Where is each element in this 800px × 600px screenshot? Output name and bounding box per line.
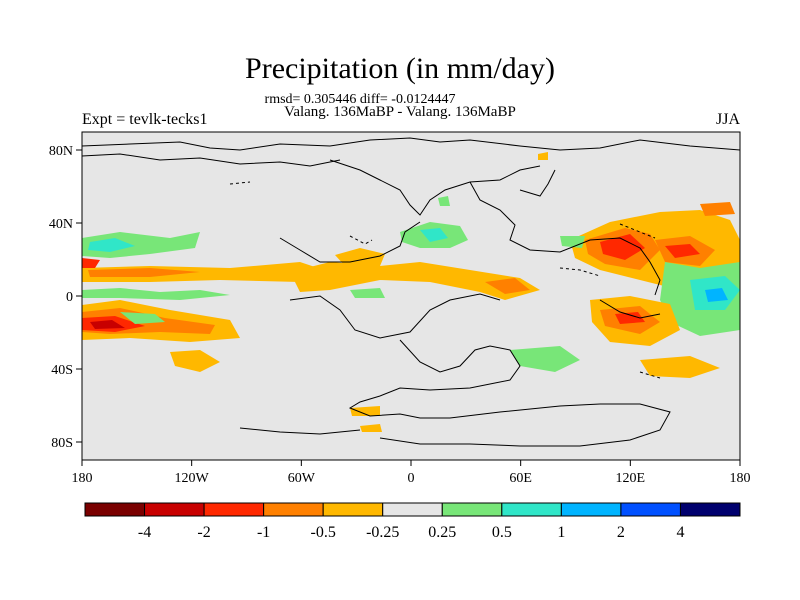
coastline (348, 395, 671, 447)
anomaly-field (82, 152, 740, 432)
x-tick-label: 60E (509, 471, 532, 486)
anomaly-patch (640, 356, 720, 378)
colorbar-label: -0.25 (366, 524, 399, 541)
coastline (379, 339, 521, 397)
coastlines (81, 137, 741, 447)
y-axis: 80N 40N 0 40S 80S (49, 144, 82, 451)
anomaly-patch (700, 202, 735, 216)
x-tick-label: 0 (408, 471, 415, 486)
coastline (81, 153, 341, 167)
stats-line: rmsd= 0.305446 diff= -0.0124447 (264, 92, 456, 107)
colorbar-label: -0.5 (311, 524, 336, 541)
coastline (329, 159, 541, 216)
anomaly-patch (88, 268, 200, 277)
anomaly-patch (665, 244, 700, 258)
colorbar-label: -4 (138, 524, 151, 541)
anomaly-patch (485, 278, 530, 294)
coastline (81, 137, 741, 151)
colorbar-swatch (322, 502, 384, 517)
anomaly-patch (90, 320, 125, 329)
colorbar: -4 -2 -1 -0.5 -0.25 0.25 0.5 1 2 4 (84, 502, 741, 541)
colorbar-label: 1 (557, 524, 565, 541)
experiment-label: Expt = tevlk-tecks1 (82, 111, 208, 128)
anomaly-patch (350, 406, 380, 416)
colorbar-label: -2 (197, 524, 210, 541)
coastline (239, 427, 361, 435)
anomaly-patch (615, 312, 645, 324)
comparison-line: Valang. 136MaBP - Valang. 136MaBP (284, 104, 516, 120)
colorbar-label: 4 (676, 524, 684, 541)
anomaly-patch (538, 152, 548, 160)
x-tick-label: 180 (730, 471, 751, 486)
anomaly-patch (510, 346, 580, 372)
x-tick-label: 120E (616, 471, 646, 486)
coastline (279, 221, 421, 263)
anomaly-patch (360, 424, 382, 432)
anomaly-patch (350, 288, 385, 298)
colorbar-swatch (203, 502, 265, 517)
colorbar-swatch (263, 502, 324, 517)
y-tick-label: 40N (49, 217, 73, 232)
x-tick-label: 60W (288, 471, 316, 486)
colorbar-swatch (382, 502, 443, 517)
anomaly-patch (420, 228, 448, 242)
coastline (289, 293, 501, 339)
colorbar-swatch (620, 502, 681, 517)
y-tick-label: 80N (49, 144, 73, 159)
coastline (469, 181, 661, 296)
coastline (559, 267, 601, 277)
anomaly-patch (290, 262, 540, 300)
colorbar-label: 0.25 (428, 524, 456, 541)
colorbar-swatch (501, 502, 562, 517)
x-tick-label: 180 (72, 471, 93, 486)
anomaly-patch (705, 288, 728, 302)
y-tick-label: 0 (66, 290, 73, 305)
colorbar-swatch (560, 502, 622, 517)
chart-title: Precipitation (in mm/day) (245, 52, 555, 85)
coastline (519, 169, 556, 197)
colorbar-swatch (84, 502, 146, 517)
anomaly-patch (120, 312, 165, 324)
x-axis: 180 120W 60W 0 60E 120E 180 (72, 460, 751, 486)
x-tick-label: 120W (175, 471, 210, 486)
colorbar-swatch (144, 502, 205, 517)
anomaly-patch (82, 288, 230, 300)
colorbar-swatch (679, 502, 741, 517)
y-tick-label: 80S (51, 436, 73, 451)
colorbar-label: 0.5 (492, 524, 512, 541)
colorbar-swatch (441, 502, 503, 517)
anomaly-patch (88, 238, 135, 252)
anomaly-patch (600, 234, 645, 260)
anomaly-patch (82, 258, 100, 268)
coastline (599, 299, 661, 319)
y-tick-label: 40S (51, 363, 73, 378)
season-label: JJA (715, 111, 740, 128)
anomaly-patch (170, 350, 220, 372)
anomaly-patch (438, 196, 450, 206)
coastline (619, 223, 656, 239)
colorbar-label: 2 (617, 524, 625, 541)
colorbar-label: -1 (257, 524, 270, 541)
